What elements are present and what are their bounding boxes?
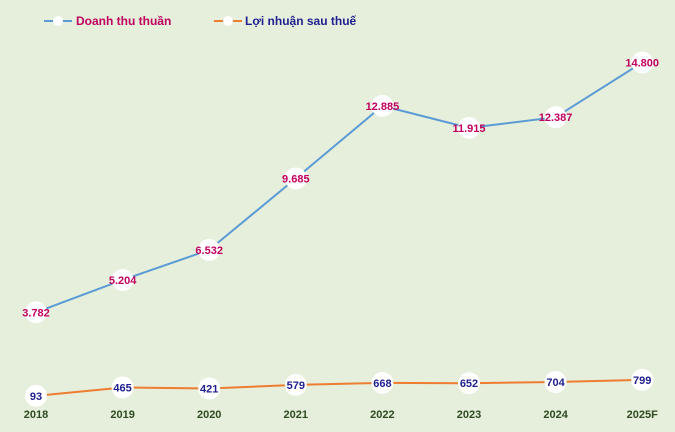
data-point-revenue xyxy=(111,269,134,292)
data-point-revenue xyxy=(631,51,654,74)
data-label-revenue: 9.685 xyxy=(282,173,310,185)
series-line-profit xyxy=(35,378,643,397)
data-label-profit: 579 xyxy=(287,380,305,392)
data-label-revenue: 11.915 xyxy=(452,123,485,135)
data-point-revenue xyxy=(458,116,480,139)
data-point-revenue xyxy=(544,106,567,129)
data-point-profit xyxy=(198,377,221,400)
data-point-revenue xyxy=(25,301,47,324)
legend: Doanh thu thuần Lợi nhuận sau thuế xyxy=(44,14,357,28)
legend-marker-profit xyxy=(223,16,233,26)
x-tick-label: 2019 xyxy=(110,409,134,421)
x-tick-label: 2023 xyxy=(457,409,481,421)
x-tick-label: 2018 xyxy=(24,409,48,421)
x-axis: 2018 2019 2020 2021 2022 2023 2024 2025F xyxy=(24,409,658,421)
x-tick-label: 2022 xyxy=(370,409,394,421)
legend-marker-revenue xyxy=(53,16,63,26)
data-label-revenue: 5.204 xyxy=(109,275,137,287)
data-label-profit: 704 xyxy=(546,377,565,389)
data-label-profit: 465 xyxy=(113,382,131,394)
data-point-profit xyxy=(371,371,394,394)
data-label-profit: 93 xyxy=(30,391,42,403)
data-point-revenue xyxy=(371,94,394,117)
legend-label-profit: Lợi nhuận sau thuế xyxy=(245,14,357,28)
data-point-revenue xyxy=(198,238,221,261)
data-point-profit xyxy=(111,376,134,399)
data-point-profit xyxy=(25,384,47,407)
data-point-profit xyxy=(631,368,654,391)
series-line-revenue xyxy=(35,61,643,314)
data-label-profit: 668 xyxy=(373,378,391,390)
data-label-revenue: 12.387 xyxy=(539,112,573,124)
data-label-revenue: 6.532 xyxy=(195,245,223,257)
plot-area: 3.782 5.204 6.532 9.685 12.885 11.915 12.387 14… xyxy=(22,51,659,407)
data-point-profit xyxy=(458,372,480,395)
x-tick-label: 2025F xyxy=(627,409,658,421)
legend-entry-revenue: Doanh thu thuần xyxy=(44,14,171,28)
data-label-revenue: 12.885 xyxy=(366,101,400,113)
data-label-profit: 799 xyxy=(633,375,651,387)
data-point-revenue xyxy=(284,167,307,190)
x-tick-label: 2021 xyxy=(284,409,308,421)
data-point-profit xyxy=(284,373,307,396)
data-point-profit xyxy=(544,371,567,394)
x-tick-label: 2020 xyxy=(197,409,221,421)
legend-label-revenue: Doanh thu thuần xyxy=(76,14,171,28)
data-label-revenue: 3.782 xyxy=(22,307,50,319)
legend-entry-profit: Lợi nhuận sau thuế xyxy=(214,14,357,28)
x-tick-label: 2024 xyxy=(543,409,568,421)
data-label-profit: 652 xyxy=(460,378,478,390)
data-label-revenue: 14.800 xyxy=(625,57,659,69)
data-label-profit: 421 xyxy=(200,383,218,395)
